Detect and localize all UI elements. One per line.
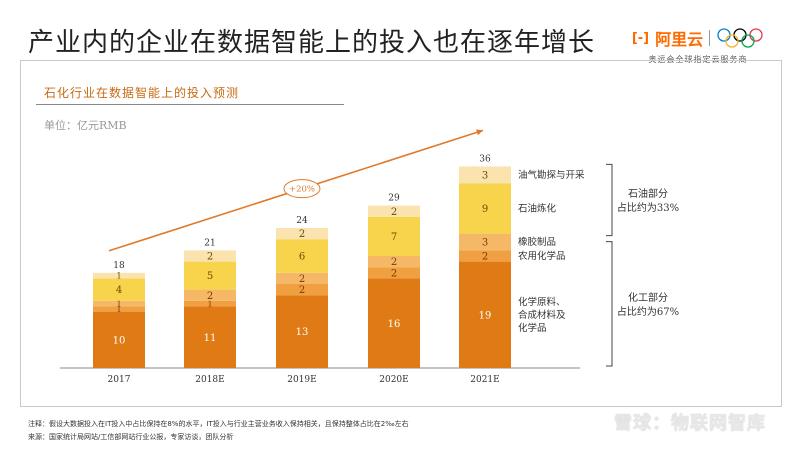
oil-group-bracket bbox=[606, 163, 613, 237]
bar-value-label: 9 bbox=[482, 204, 488, 215]
bar-value-label: 2 bbox=[391, 268, 397, 279]
growth-bubble bbox=[283, 179, 321, 199]
bar-value-label: 1 bbox=[116, 305, 121, 314]
bar-value-label: 2 bbox=[299, 274, 305, 285]
aliyun-logo-icon: [-] bbox=[631, 30, 650, 46]
olympic-rings-icon bbox=[717, 28, 763, 48]
chemical-group-share: 占比约为67% bbox=[617, 305, 679, 318]
bar-segment-4 bbox=[184, 261, 236, 290]
bar-segment-3 bbox=[459, 233, 511, 251]
bar-total-label: 36 bbox=[479, 154, 491, 164]
bar-segment-5 bbox=[276, 228, 328, 240]
legend-oil-exploration: 油气勘探与开采 bbox=[518, 169, 585, 181]
bar-value-label: 13 bbox=[296, 327, 309, 338]
bar-value-label: 2 bbox=[299, 285, 305, 296]
bar-value-label: 1 bbox=[207, 299, 212, 308]
bar-segment-3 bbox=[93, 300, 145, 307]
legend-rubber: 橡胶制品 bbox=[518, 236, 556, 248]
bar-segment-2 bbox=[184, 300, 236, 307]
chart-unit-label: 单位：亿元RMB bbox=[44, 119, 127, 132]
bar-segment-2 bbox=[93, 306, 145, 312]
watermark: 雪球：物联网智库 bbox=[614, 413, 766, 434]
bar-value-label: 2 bbox=[391, 257, 397, 268]
bar-segment-1 bbox=[184, 306, 236, 368]
bar-segment-2 bbox=[368, 267, 420, 279]
bar-segment-2 bbox=[276, 284, 328, 296]
x-tick-label: 2018E bbox=[195, 375, 224, 385]
bar-total-label: 21 bbox=[204, 238, 215, 248]
legend-oil-refining: 石油炼化 bbox=[518, 202, 557, 214]
bar-value-label: 6 bbox=[299, 252, 305, 263]
oil-group-label: 石油部分 bbox=[628, 187, 668, 200]
brand-name: 阿里云 bbox=[655, 30, 704, 49]
bar-segment-2 bbox=[459, 250, 511, 262]
bar-value-label: 2 bbox=[299, 229, 305, 240]
chart-title-rule bbox=[36, 104, 344, 105]
bar-segment-3 bbox=[276, 272, 328, 284]
bar-value-label: 2 bbox=[391, 207, 397, 218]
footnote-note: 注释：假设大数据投入在IT投入中占比保持在8%的水平，IT投入与行业主营业务收入… bbox=[28, 420, 409, 428]
bar-segment-4 bbox=[93, 278, 145, 301]
brand-block: [-] 阿里云 奥运会全球指定云服务商 bbox=[628, 26, 768, 65]
chart-title: 石化行业在数据智能上的投入预测 bbox=[44, 86, 240, 100]
bar-segment-5 bbox=[93, 272, 145, 279]
bar-segment-1 bbox=[368, 278, 420, 368]
bar-segment-5 bbox=[368, 205, 420, 217]
brand-divider bbox=[709, 30, 711, 46]
bar-total-label: 24 bbox=[296, 216, 308, 226]
bar-segment-4 bbox=[368, 216, 420, 256]
bar-value-label: 2 bbox=[482, 252, 488, 263]
bar-segment-1 bbox=[459, 261, 511, 368]
bar-value-label: 5 bbox=[207, 271, 213, 282]
x-tick-label: 2021E bbox=[470, 375, 499, 385]
bar-value-label: 2 bbox=[207, 252, 213, 263]
bar-value-label: 10 bbox=[113, 336, 126, 347]
legend-agrochem: 农用化学品 bbox=[518, 250, 566, 262]
chemical-group-bracket bbox=[606, 241, 613, 367]
x-tick-label: 2017 bbox=[108, 375, 131, 385]
bar-segment-3 bbox=[184, 289, 236, 301]
brand-subtitle: 奥运会全球指定云服务商 bbox=[648, 55, 748, 64]
trend-arrow-head bbox=[476, 129, 483, 136]
chart-panel bbox=[20, 60, 782, 407]
bar-segment-4 bbox=[276, 239, 328, 273]
bar-value-label: 11 bbox=[204, 333, 217, 344]
bar-value-label: 7 bbox=[391, 232, 397, 243]
bar-segment-5 bbox=[184, 250, 236, 262]
bar-value-label: 16 bbox=[388, 319, 401, 330]
bar-value-label: 4 bbox=[116, 285, 122, 296]
bar-value-label: 2 bbox=[207, 291, 213, 302]
bar-value-label: 19 bbox=[479, 310, 492, 321]
bar-segment-5 bbox=[459, 166, 511, 184]
legend-chemical-materials: 化学原料、合成材料及化学品 bbox=[518, 296, 566, 334]
footnote-source: 来源：国家统计局网站/工信部网站行业公报，专家访谈，团队分析 bbox=[28, 433, 234, 441]
bar-value-label: 1 bbox=[116, 299, 121, 308]
chemical-group-label: 化工部分 bbox=[628, 291, 668, 304]
page-title: 产业内的企业在数据智能上的投入也在逐年增长 bbox=[28, 28, 596, 58]
bar-segment-3 bbox=[368, 256, 420, 268]
bar-total-label: 29 bbox=[388, 194, 400, 204]
bar-value-label: 1 bbox=[116, 271, 121, 280]
growth-label: +20% bbox=[289, 185, 315, 195]
bar-segment-4 bbox=[459, 183, 511, 234]
x-tick-label: 2019E bbox=[287, 375, 316, 385]
bar-segment-1 bbox=[93, 312, 145, 368]
bar-value-label: 3 bbox=[482, 238, 488, 249]
bar-segment-1 bbox=[276, 295, 328, 368]
oil-group-share: 占比约为33% bbox=[617, 201, 679, 214]
x-tick-label: 2020E bbox=[379, 375, 408, 385]
bar-total-label: 18 bbox=[113, 261, 125, 271]
bar-value-label: 3 bbox=[482, 170, 488, 181]
